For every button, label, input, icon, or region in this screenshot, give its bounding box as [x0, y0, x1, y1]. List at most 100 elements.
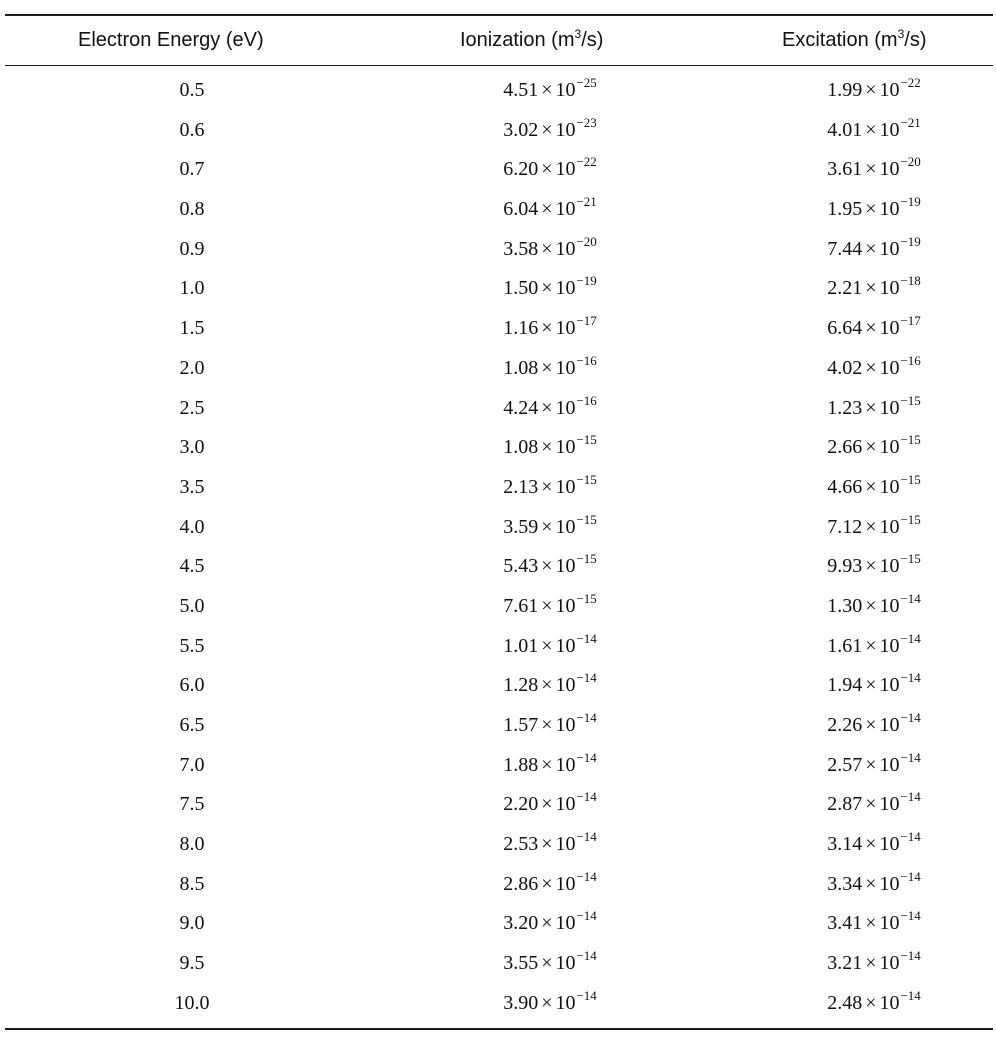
- cell-excitation: 2.57 × 10−14: [764, 749, 984, 779]
- excitation-mantissa: 1.30: [827, 594, 863, 617]
- ionization-exponent: −23: [576, 114, 597, 130]
- ionization-exponent: −17: [576, 313, 597, 329]
- header-excitation: Excitation (m3/s): [782, 22, 927, 60]
- cell-excitation: 2.26 × 10−14: [764, 710, 984, 739]
- cell-excitation: 7.12 × 10−15: [764, 512, 984, 541]
- cell-excitation: 2.87 × 10−14: [764, 789, 984, 818]
- cell-excitation: 1.61 × 10−14: [764, 631, 984, 660]
- ionization-base: 10: [555, 237, 576, 260]
- times-sign: ×: [541, 674, 553, 697]
- excitation-mantissa: 2.48: [827, 991, 863, 1014]
- excitation-base: 10: [879, 753, 900, 776]
- excitation-mantissa: 2.57: [827, 753, 863, 776]
- excitation-base: 10: [879, 277, 900, 300]
- cell-electron-energy: 6.5: [179, 714, 205, 736]
- ionization-mantissa: 3.20: [503, 912, 539, 935]
- cell-ionization: 4.51 × 10−25: [440, 75, 660, 104]
- times-sign: ×: [541, 912, 553, 935]
- excitation-base: 10: [879, 436, 900, 459]
- cell-electron-energy: 4.0: [179, 515, 205, 538]
- times-sign: ×: [865, 356, 877, 379]
- times-sign: ×: [541, 158, 553, 181]
- ionization-exponent: −14: [576, 868, 597, 884]
- excitation-base: 10: [879, 198, 900, 221]
- ionization-mantissa: 1.01: [503, 634, 539, 657]
- excitation-exponent: −15: [900, 432, 921, 448]
- table-row: 2.5 4.24 × 10−16 1.23 × 10−15: [0, 390, 996, 430]
- cell-electron-energy: 3.0: [179, 436, 205, 459]
- excitation-exponent: −14: [900, 789, 921, 805]
- ionization-base: 10: [555, 912, 576, 935]
- times-sign: ×: [541, 436, 553, 459]
- ionization-exponent: −14: [576, 829, 597, 845]
- excitation-exponent: −14: [900, 749, 921, 765]
- ionization-exponent: −19: [576, 273, 597, 289]
- excitation-mantissa: 7.12: [827, 515, 863, 538]
- excitation-base: 10: [879, 991, 900, 1014]
- table-row: 3.0 1.08 × 10−15 2.66 × 10−15: [0, 429, 996, 469]
- cell-excitation: 2.48 × 10−14: [764, 988, 984, 1017]
- excitation-base: 10: [879, 158, 900, 181]
- table-row: 2.0 1.08 × 10−16 4.02 × 10−16: [0, 350, 996, 390]
- excitation-exponent: −14: [900, 710, 921, 725]
- ionization-mantissa: 6.20: [503, 158, 539, 181]
- times-sign: ×: [865, 515, 877, 538]
- table-header-rule: [5, 65, 993, 66]
- table-row: 8.5 2.86 × 10−14 3.34 × 10−14: [0, 866, 996, 906]
- excitation-base: 10: [879, 793, 900, 816]
- ionization-mantissa: 3.58: [503, 237, 539, 260]
- ionization-exponent: −25: [576, 75, 597, 90]
- cell-electron-energy: 6.0: [179, 674, 205, 697]
- ionization-exponent: −15: [576, 590, 597, 606]
- cell-ionization: 6.20 × 10−22: [440, 154, 660, 183]
- cell-electron-energy: 0.9: [179, 237, 205, 260]
- cell-electron-energy: 9.5: [179, 952, 205, 975]
- table-row: 5.0 7.61 × 10−15 1.30 × 10−14: [0, 588, 996, 628]
- ionization-mantissa: 1.57: [503, 714, 539, 736]
- table-row: 0.7 6.20 × 10−22 3.61 × 10−20: [0, 151, 996, 191]
- times-sign: ×: [865, 198, 877, 221]
- cell-excitation: 1.95 × 10−19: [764, 194, 984, 223]
- times-sign: ×: [865, 634, 877, 657]
- excitation-exponent: −19: [900, 233, 921, 249]
- excitation-mantissa: 2.21: [827, 277, 863, 300]
- cell-excitation: 1.23 × 10−15: [764, 393, 984, 422]
- excitation-base: 10: [879, 634, 900, 657]
- cell-ionization: 3.20 × 10−14: [440, 908, 660, 937]
- cell-electron-energy: 8.5: [179, 872, 205, 895]
- cell-electron-energy: 5.0: [179, 594, 205, 617]
- cell-electron-energy: 0.8: [179, 198, 205, 221]
- header-ionization-unit: /s): [581, 29, 604, 51]
- cell-electron-energy: 9.0: [179, 912, 205, 935]
- cell-excitation: 6.64 × 10−17: [764, 313, 984, 342]
- times-sign: ×: [541, 991, 553, 1014]
- cell-excitation: 4.01 × 10−21: [764, 115, 984, 144]
- cell-excitation: 1.30 × 10−14: [764, 591, 984, 620]
- table-row: 5.5 1.01 × 10−14 1.61 × 10−14: [0, 628, 996, 668]
- ionization-base: 10: [555, 674, 576, 697]
- times-sign: ×: [865, 277, 877, 300]
- excitation-exponent: −14: [900, 908, 921, 924]
- table-row: 1.5 1.16 × 10−17 6.64 × 10−17: [0, 310, 996, 350]
- excitation-base: 10: [879, 872, 900, 895]
- header-excitation-unit: /s): [904, 29, 927, 51]
- ionization-mantissa: 1.88: [503, 753, 539, 776]
- table-bottom-rule: [5, 1028, 993, 1030]
- cell-excitation: 3.34 × 10−14: [764, 869, 984, 898]
- cell-electron-energy: 2.0: [179, 356, 205, 379]
- excitation-base: 10: [879, 118, 900, 141]
- cell-excitation: 2.66 × 10−15: [764, 432, 984, 461]
- ionization-mantissa: 1.08: [503, 356, 539, 379]
- table-row: 4.0 3.59 × 10−15 7.12 × 10−15: [0, 509, 996, 549]
- cell-excitation: 4.66 × 10−15: [764, 472, 984, 501]
- ionization-exponent: −14: [576, 749, 597, 765]
- cell-electron-energy: 1.5: [179, 317, 205, 340]
- table-row: 10.0 3.90 × 10−14 2.48 × 10−14: [0, 985, 996, 1025]
- excitation-exponent: −20: [900, 154, 921, 170]
- excitation-mantissa: 1.61: [827, 634, 863, 657]
- cell-excitation: 3.41 × 10−14: [764, 908, 984, 937]
- excitation-base: 10: [879, 714, 900, 736]
- excitation-base: 10: [879, 912, 900, 935]
- table-row: 9.5 3.55 × 10−14 3.21 × 10−14: [0, 945, 996, 985]
- excitation-base: 10: [879, 356, 900, 379]
